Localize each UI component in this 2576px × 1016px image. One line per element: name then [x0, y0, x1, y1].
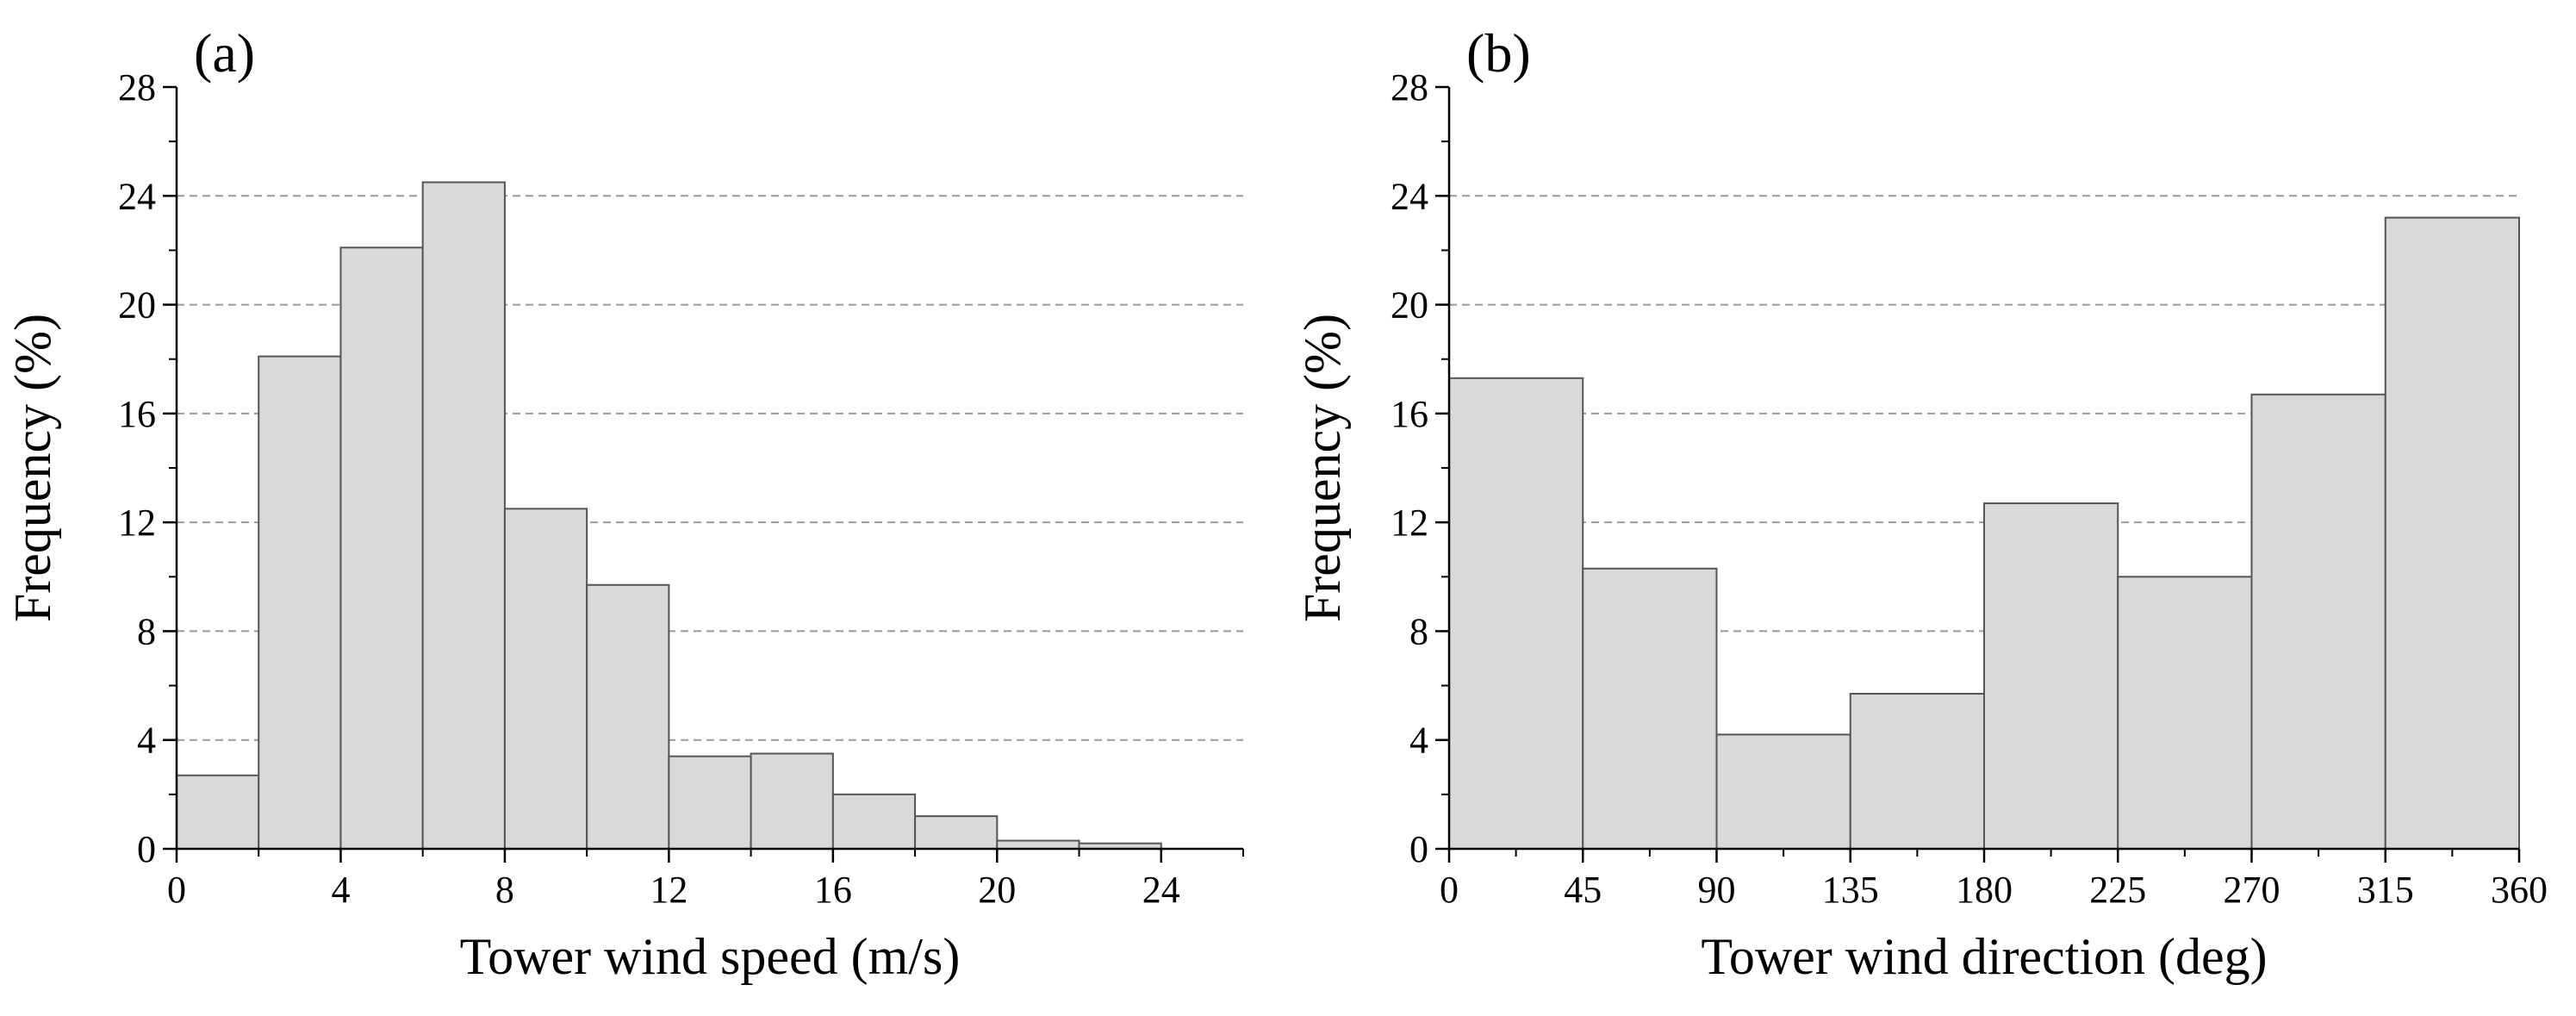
- y-axis-title: Frequency (%): [1294, 314, 1351, 622]
- y-tick-label: 16: [118, 393, 156, 435]
- histogram-bar: [1983, 502, 2119, 850]
- x-tick-label: 180: [1956, 869, 2013, 911]
- histogram-bar: [750, 752, 834, 850]
- histogram-bar: [2384, 216, 2520, 851]
- y-tick-label: 24: [1391, 175, 1428, 217]
- histogram-bar: [339, 246, 424, 850]
- y-tick-label: 28: [118, 66, 156, 109]
- histogram-bar: [2117, 576, 2253, 850]
- x-tick-label: 24: [1142, 869, 1180, 911]
- y-tick-label: 0: [1409, 828, 1428, 870]
- panel-label: (b): [1466, 22, 1531, 84]
- histogram-bar: [1448, 377, 1584, 851]
- x-tick-label: 20: [978, 869, 1016, 911]
- y-tick-label: 0: [137, 828, 156, 870]
- histogram-bar: [914, 815, 999, 850]
- histogram-bar: [176, 774, 260, 850]
- x-tick-label: 8: [495, 869, 514, 911]
- y-tick-label: 24: [118, 175, 156, 217]
- histogram-bar: [996, 839, 1080, 850]
- histogram-bar: [1715, 733, 1851, 851]
- x-axis-title: Tower wind speed (m/s): [460, 928, 961, 985]
- y-tick-label: 4: [1409, 720, 1428, 762]
- panel-label: (a): [194, 22, 255, 84]
- x-tick-label: 16: [814, 869, 852, 911]
- x-tick-label: 315: [2357, 869, 2414, 911]
- y-tick-label: 20: [1391, 284, 1428, 327]
- x-tick-label: 4: [331, 869, 350, 911]
- x-axis-title: Tower wind direction (deg): [1701, 928, 2267, 985]
- x-tick-label: 135: [1822, 869, 1879, 911]
- x-tick-label: 225: [2089, 869, 2146, 911]
- y-tick-label: 28: [1391, 66, 1428, 109]
- histogram-bar: [258, 355, 342, 850]
- x-tick-label: 270: [2224, 869, 2280, 911]
- histogram-bar: [2250, 393, 2386, 850]
- panel-b-wind-direction-histogram: 0 4 8 12 16 20 24 28 0 45 90 135 180 225 270 315 360 Towe…: [1294, 22, 2548, 985]
- histogram-bar: [831, 793, 917, 850]
- y-tick-label: 8: [1409, 610, 1428, 652]
- x-tick-label: 12: [650, 869, 688, 911]
- x-tick-label: 45: [1564, 869, 1602, 911]
- histogram-bar: [668, 755, 752, 851]
- y-tick-label: 4: [137, 720, 156, 762]
- y-tick-label: 12: [118, 502, 156, 544]
- y-tick-label: 16: [1391, 393, 1428, 435]
- y-axis-title: Frequency (%): [4, 314, 61, 622]
- histogram-bar: [1582, 567, 1718, 850]
- y-tick-label: 8: [137, 610, 156, 652]
- y-tick-label: 12: [1391, 502, 1428, 544]
- x-tick-label: 360: [2491, 869, 2548, 911]
- histogram-bar: [1849, 693, 1985, 850]
- histogram-bar: [421, 181, 506, 850]
- histogram-bar: [586, 583, 670, 850]
- x-tick-label: 90: [1698, 869, 1736, 911]
- histogram-bar: [503, 508, 588, 850]
- x-tick-label: 0: [1440, 869, 1459, 911]
- panel-a-wind-speed-histogram: 0 4 8 12 16 20 24 28 0 4 8 12 16 20 24 Tower wind speed…: [4, 22, 1244, 985]
- x-tick-label: 0: [167, 869, 186, 911]
- y-tick-label: 20: [118, 284, 156, 327]
